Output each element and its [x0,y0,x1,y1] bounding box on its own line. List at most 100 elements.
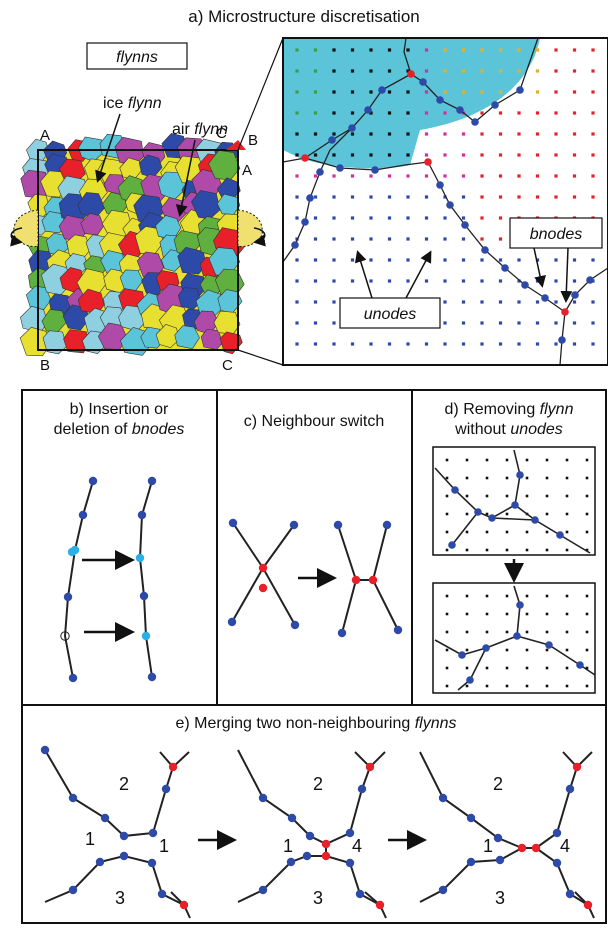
unode [545,612,549,616]
unode [498,279,503,283]
unode [585,494,589,498]
unode [313,300,318,304]
unode [585,530,589,534]
bnode [147,476,157,486]
unode [480,111,484,115]
bnode [378,86,386,94]
unode [545,476,549,480]
flynns-label-box [86,42,188,70]
unode [535,258,540,262]
bnode [576,661,584,669]
bnode [466,813,476,823]
bnode [147,858,157,868]
unode [572,132,577,136]
bnode [333,520,343,530]
unode [591,153,595,157]
unode [369,216,373,220]
unode [313,321,318,325]
unode [591,48,595,52]
unode [295,216,299,220]
unode [554,300,558,304]
triple-junction-node [321,839,331,849]
unode [443,69,447,73]
unode [443,195,447,199]
grain-boundary [564,267,608,313]
unode [480,216,484,220]
unode [295,258,299,262]
unode [313,48,318,52]
bnode [482,644,490,652]
unode [572,342,577,346]
unode [313,195,318,199]
unode [485,476,489,480]
unode [505,512,509,516]
bnode [227,617,237,627]
unode [465,594,469,598]
unode [350,90,355,94]
bnode [516,86,524,94]
unode [517,111,521,115]
unode [545,512,549,516]
air-flynn-label: air flynn [172,121,228,138]
triple-junction-node [407,70,415,78]
zoom-line-top [237,37,284,151]
deleted-bnode [60,631,70,641]
unode [535,48,540,52]
bnode [419,78,427,86]
left-rotation-arrow-icon [10,227,23,247]
bnode [68,793,78,803]
bnodes-arrow-2-icon [560,247,573,303]
unode [591,69,595,73]
unode [585,612,589,616]
triple-junction-node [301,154,309,162]
unode [332,69,336,73]
unode [295,342,299,346]
unode [505,458,509,462]
unode [443,132,447,136]
unode [545,530,549,534]
unode [369,174,373,178]
unode [387,153,392,157]
unode [387,111,392,115]
bnode [355,889,365,899]
unode [443,174,447,178]
e3-region-bottom: 3 [495,888,505,908]
unode [424,90,429,94]
unode [332,237,336,241]
unode [369,132,373,136]
corner-b-right: B [248,132,258,149]
unode [461,132,466,136]
unode [572,321,577,325]
unode [545,548,549,552]
grain-boundary [403,38,412,75]
corner-c-top: C [216,125,227,142]
unode [387,195,392,199]
triple-junction-node [572,762,582,772]
unode [461,216,466,220]
unode [565,684,569,688]
grain-mosaic [19,133,248,357]
inserted-bnode [135,553,145,563]
inserted-bnode [70,545,80,555]
unode [313,216,318,220]
unode [498,69,503,73]
unode [572,69,577,73]
unode [369,111,373,115]
unode [505,684,509,688]
unode [387,174,392,178]
e2-region-left: 1 [283,836,293,856]
e2-region-right: 4 [352,836,362,856]
unode [443,342,447,346]
bnode [511,501,519,509]
unode [565,458,569,462]
corner-c-bottom: C [222,357,233,374]
unode [387,216,392,220]
unode [545,594,549,598]
unode [498,90,503,94]
unode [485,494,489,498]
bnode [501,264,509,272]
unode [554,321,558,325]
unode [498,321,503,325]
unode [480,90,484,94]
